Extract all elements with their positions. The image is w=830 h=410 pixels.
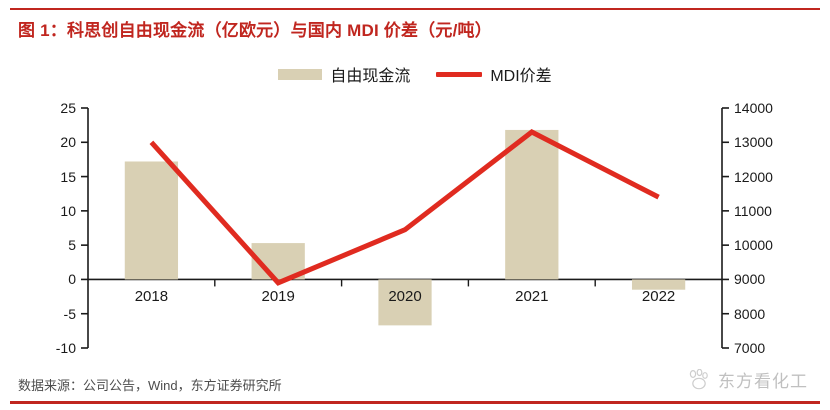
bar-2021 [505,129,559,280]
y-axis-left-tick-label: 25 [60,100,76,116]
legend-label-bar: 自由现金流 [330,68,411,85]
source-note: 数据来源：公司公告，Wind，东方证券研究所 [18,378,282,393]
y-axis-right-tick-label: 12000 [734,168,773,185]
x-axis-category-label: 2019 [261,288,295,306]
y-axis-left-tick-label: -5 [63,305,76,322]
page-title: 图 1：科思创自由现金流（亿欧元）与国内 MDI 价差（元/吨） [18,21,492,40]
watermark: 东方看化工 [686,367,808,392]
legend-item-bar: 自由现金流 [278,62,410,86]
x-axis-category-label: 2018 [134,288,169,306]
x-axis-category-label: 2020 [388,288,422,306]
x-axis-category-label: 2022 [641,288,676,306]
y-axis-left-tick-label: -10 [55,340,76,356]
y-axis-right-tick-label: 13000 [734,134,773,151]
y-axis-left-tick-label: 5 [68,237,76,254]
y-axis-left-tick-label: 20 [60,134,76,151]
bottom-rule [10,401,820,404]
y-axis-right-tick-label: 14000 [734,100,773,116]
x-axis-category-label: 2021 [515,288,549,306]
legend-line-swatch-icon [436,71,483,77]
mdi-spread-line [149,129,660,286]
y-axis-left-tick-label: 10 [60,202,76,219]
bar-2020 [378,279,432,326]
watermark-label: 东方看化工 [718,372,808,391]
y-axis-right-tick-label: 7000 [734,340,766,356]
y-axis-right-tick-label: 11000 [734,202,772,219]
legend-bar-swatch-icon [278,68,323,80]
bar-2018 [124,161,179,280]
y-axis-right-tick-label: 9000 [734,271,766,288]
y-axis-left-tick-label: 0 [68,271,76,288]
bar-2022 [631,279,686,290]
y-axis-right-tick-label: 10000 [734,237,773,254]
legend-item-line: MDI价差 [436,62,552,86]
top-rule [10,8,820,10]
chart-legend: 自由现金流 MDI价差 [0,62,830,86]
legend-label-line: MDI价差 [490,68,552,85]
y-axis-left-tick-label: 15 [60,168,76,185]
y-axis-right-tick-label: 8000 [734,305,766,322]
paw-print-icon [689,368,708,389]
